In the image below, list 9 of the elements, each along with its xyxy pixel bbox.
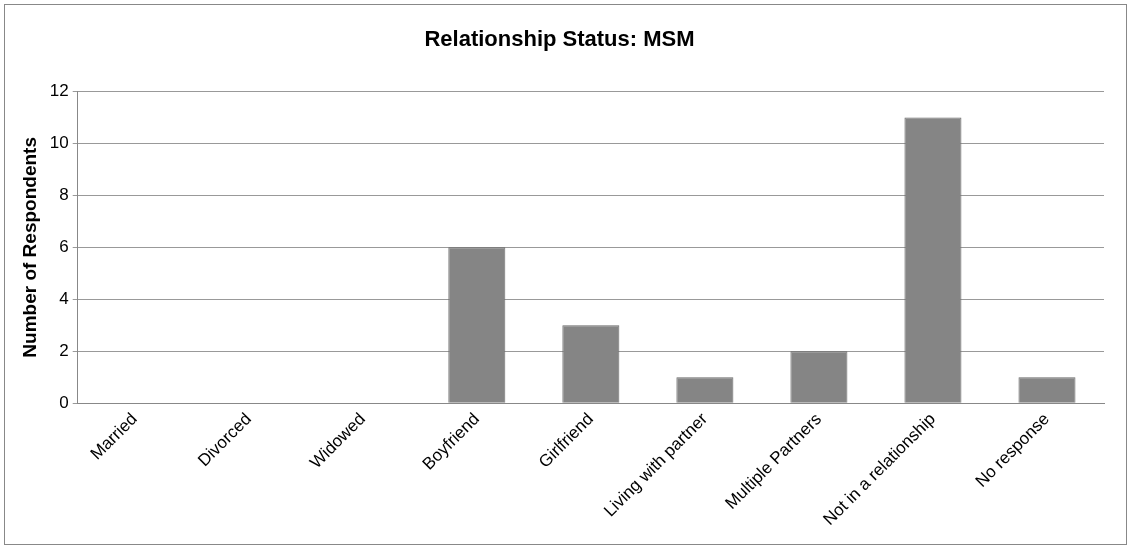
y-tick-label: 10 [49,133,69,153]
y-tick-label: 0 [59,393,69,413]
chart-title: Relationship Status: MSM [424,26,695,52]
y-tick-label: 8 [59,185,69,205]
y-tick-label: 2 [59,341,69,361]
y-axis-title: Number of Respondents [18,137,40,358]
y-tick-label: 12 [49,81,69,101]
y-tick-label: 4 [59,289,69,309]
y-tick-label: 6 [59,237,69,257]
